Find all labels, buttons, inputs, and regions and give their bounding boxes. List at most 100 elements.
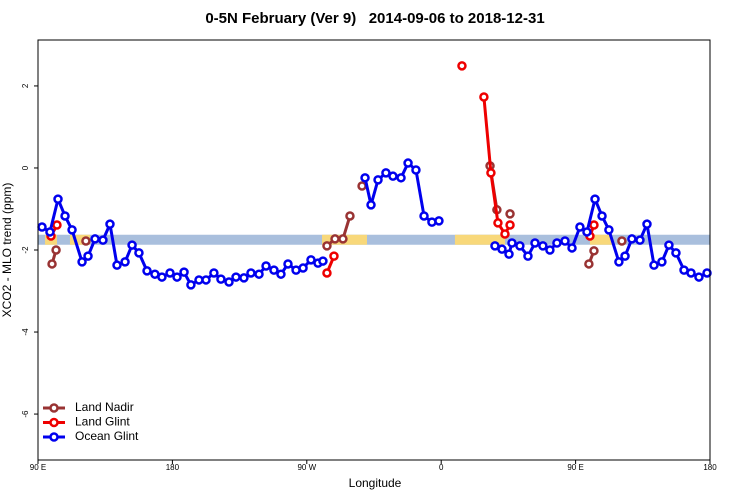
data-point: [575, 222, 585, 232]
data-point: [224, 277, 234, 287]
data-point: [269, 265, 279, 275]
data-point: [388, 171, 398, 181]
y-axis-label: XCO2 - MLO trend (ppm): [0, 183, 14, 318]
data-point: [134, 248, 144, 258]
data-point: [419, 211, 429, 221]
legend-marker: [49, 403, 59, 413]
data-point: [306, 255, 316, 265]
data-point: [396, 173, 406, 183]
data-point: [112, 260, 122, 270]
x-tick-label: 180: [703, 463, 717, 472]
data-point: [216, 274, 226, 284]
data-point: [142, 266, 152, 276]
data-point: [671, 248, 681, 258]
data-point: [366, 200, 376, 210]
data-point: [276, 269, 286, 279]
data-point: [179, 267, 189, 277]
data-point: [345, 211, 355, 221]
data-point: [157, 272, 167, 282]
data-point: [37, 222, 47, 232]
data-point: [52, 220, 62, 230]
data-point: [589, 246, 599, 256]
x-tick-label: 0: [439, 463, 444, 472]
data-point: [186, 280, 196, 290]
y-tick-label: -4: [21, 328, 30, 336]
data-point: [60, 211, 70, 221]
x-tick-label: 90 E: [30, 463, 46, 472]
data-point: [500, 229, 510, 239]
data-point: [172, 272, 182, 282]
data-point: [120, 257, 130, 267]
data-point: [329, 251, 339, 261]
y-tick-label: 0: [21, 165, 30, 170]
data-point: [457, 61, 467, 71]
data-point: [98, 235, 108, 245]
data-point: [83, 251, 93, 261]
data-point: [664, 240, 674, 250]
data-point: [105, 219, 115, 229]
data-point: [338, 234, 348, 244]
legend-marker: [49, 417, 59, 428]
data-point: [614, 257, 624, 267]
land-segment: [589, 234, 613, 245]
chart-title: 0-5N February (Ver 9) 2014-09-06 to 2018…: [205, 10, 544, 27]
data-point: [486, 168, 496, 178]
x-tick-label: 90 E: [567, 463, 583, 472]
data-point: [530, 238, 540, 248]
y-tick-label: -6: [21, 410, 30, 418]
data-point: [254, 269, 264, 279]
data-point: [479, 92, 489, 102]
x-tick-label: 90 W: [297, 463, 316, 472]
data-point: [47, 259, 57, 269]
data-point: [560, 236, 570, 246]
data-point: [357, 181, 367, 191]
land-segment: [69, 234, 90, 245]
data-point: [51, 245, 61, 255]
data-point: [360, 173, 370, 183]
legend-label: Land Glint: [75, 415, 130, 429]
data-point: [686, 268, 696, 278]
data-point: [702, 268, 712, 278]
data-point: [620, 251, 630, 261]
data-point: [403, 158, 413, 168]
reference-band: [38, 234, 710, 245]
data-point: [545, 245, 555, 255]
x-axis-label: Longitude: [349, 476, 402, 490]
y-tick-label: -2: [21, 246, 30, 254]
data-point: [493, 218, 503, 228]
data-point: [523, 251, 533, 261]
data-point: [507, 238, 517, 248]
data-point: [231, 272, 241, 282]
data-point: [53, 194, 63, 204]
data-point: [504, 249, 514, 259]
data-point: [627, 234, 637, 244]
data-point: [584, 259, 594, 269]
legend-marker: [49, 432, 59, 442]
data-point: [209, 268, 219, 278]
data-point: [201, 275, 211, 285]
data-point: [597, 211, 607, 221]
data-point: [77, 257, 87, 267]
data-point: [590, 194, 600, 204]
data-point: [45, 227, 55, 237]
data-point: [694, 272, 704, 282]
data-point: [490, 241, 500, 251]
data-point: [322, 268, 332, 278]
data-point: [617, 236, 627, 246]
data-point: [67, 225, 77, 235]
legend-label: Land Nadir: [75, 400, 134, 414]
data-point: [505, 220, 515, 230]
data-point: [411, 165, 421, 175]
data-point: [246, 268, 256, 278]
data-point: [322, 241, 332, 251]
data-point: [330, 234, 340, 244]
data-point: [261, 261, 271, 271]
data-point: [589, 220, 599, 230]
data-point: [434, 216, 444, 226]
data-point: [298, 263, 308, 273]
data-point: [497, 244, 507, 254]
data-point: [635, 235, 645, 245]
data-point: [538, 241, 548, 251]
data-point: [318, 256, 328, 266]
